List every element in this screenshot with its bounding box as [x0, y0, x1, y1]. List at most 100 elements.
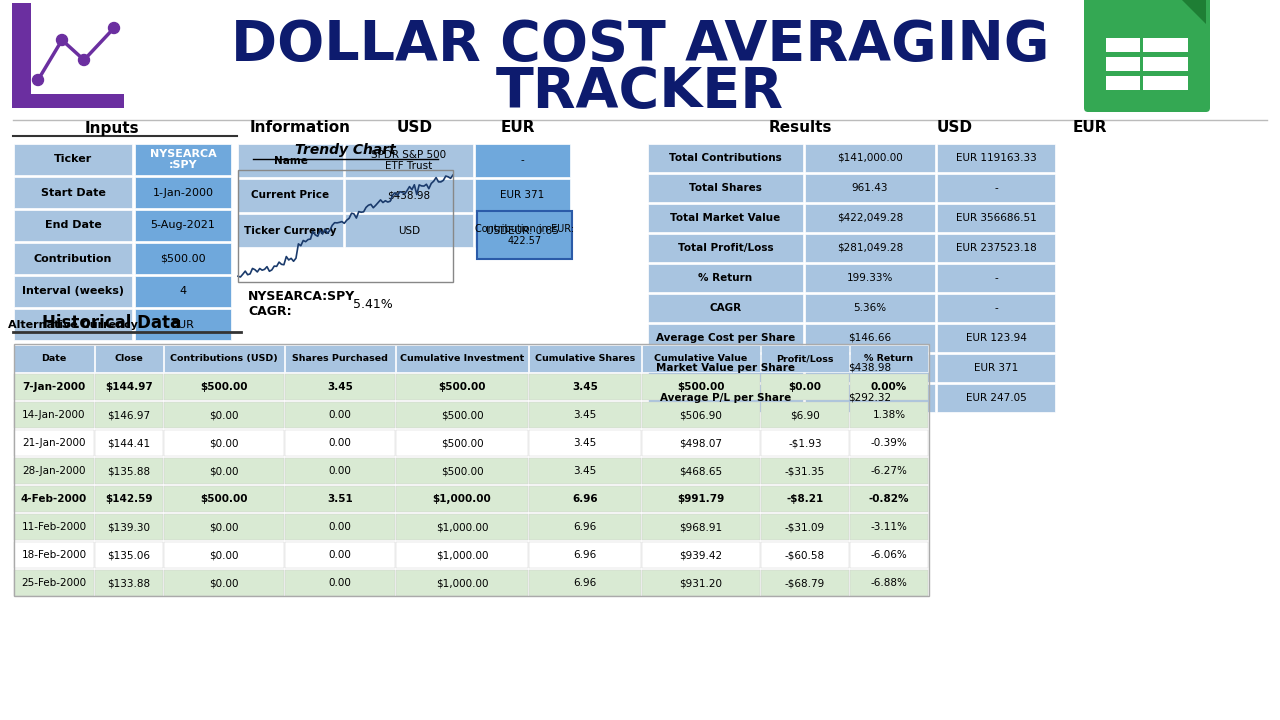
Text: EUR 356686.51: EUR 356686.51	[956, 213, 1037, 223]
FancyBboxPatch shape	[134, 144, 230, 175]
Text: -$31.35: -$31.35	[785, 466, 826, 476]
Text: Average Cost per Share: Average Cost per Share	[655, 333, 795, 343]
Text: $506.90: $506.90	[680, 410, 722, 420]
Text: $500.00: $500.00	[440, 410, 484, 420]
Text: 0.00: 0.00	[329, 550, 352, 560]
FancyBboxPatch shape	[850, 514, 928, 540]
FancyBboxPatch shape	[396, 514, 529, 540]
FancyBboxPatch shape	[937, 354, 1055, 382]
FancyBboxPatch shape	[850, 542, 928, 568]
FancyBboxPatch shape	[95, 345, 163, 372]
Text: 1.38%: 1.38%	[873, 410, 905, 420]
FancyBboxPatch shape	[850, 402, 928, 428]
FancyBboxPatch shape	[937, 174, 1055, 202]
Text: $144.97: $144.97	[105, 382, 152, 392]
FancyBboxPatch shape	[346, 179, 474, 212]
Text: $500.00: $500.00	[677, 382, 724, 392]
Circle shape	[78, 55, 90, 66]
Text: 28-Jan-2000: 28-Jan-2000	[22, 466, 86, 476]
Text: Interval (weeks): Interval (weeks)	[22, 287, 124, 297]
Text: $438.98: $438.98	[388, 191, 430, 200]
FancyBboxPatch shape	[164, 542, 284, 568]
Text: 961.43: 961.43	[851, 183, 888, 193]
FancyBboxPatch shape	[95, 570, 163, 596]
Text: EUR 247.05: EUR 247.05	[965, 393, 1027, 403]
Text: -: -	[995, 273, 998, 283]
FancyBboxPatch shape	[937, 204, 1055, 232]
FancyBboxPatch shape	[134, 243, 230, 274]
FancyBboxPatch shape	[285, 458, 396, 484]
FancyBboxPatch shape	[762, 458, 849, 484]
FancyBboxPatch shape	[762, 430, 849, 456]
FancyBboxPatch shape	[529, 542, 641, 568]
FancyBboxPatch shape	[643, 458, 760, 484]
FancyBboxPatch shape	[164, 514, 284, 540]
FancyBboxPatch shape	[643, 514, 760, 540]
Text: 6.96: 6.96	[573, 522, 596, 532]
FancyBboxPatch shape	[850, 345, 928, 372]
FancyBboxPatch shape	[14, 243, 132, 274]
FancyBboxPatch shape	[643, 430, 760, 456]
FancyBboxPatch shape	[475, 179, 570, 212]
FancyBboxPatch shape	[95, 486, 163, 512]
Text: $0.00: $0.00	[209, 410, 239, 420]
FancyBboxPatch shape	[648, 384, 803, 412]
FancyBboxPatch shape	[648, 234, 803, 262]
FancyBboxPatch shape	[762, 374, 849, 400]
Text: $422,049.28: $422,049.28	[837, 213, 904, 223]
Text: Contribution: Contribution	[33, 253, 113, 264]
Text: 3.45: 3.45	[573, 466, 596, 476]
Text: DOLLAR COST AVERAGING: DOLLAR COST AVERAGING	[230, 18, 1050, 72]
Text: $500.00: $500.00	[440, 438, 484, 448]
FancyBboxPatch shape	[396, 345, 529, 372]
Text: EUR 371: EUR 371	[974, 363, 1018, 373]
Text: EUR: EUR	[172, 320, 195, 330]
FancyBboxPatch shape	[475, 214, 570, 247]
Text: $0.00: $0.00	[209, 438, 239, 448]
FancyBboxPatch shape	[95, 374, 163, 400]
Text: Total Shares: Total Shares	[689, 183, 762, 193]
Text: -$1.93: -$1.93	[788, 438, 822, 448]
Text: -$60.58: -$60.58	[785, 550, 826, 560]
FancyBboxPatch shape	[850, 374, 928, 400]
Text: 199.33%: 199.33%	[847, 273, 893, 283]
FancyBboxPatch shape	[643, 486, 760, 512]
Text: 0.00%: 0.00%	[870, 382, 908, 392]
Text: -: -	[521, 156, 525, 166]
Text: Inputs: Inputs	[84, 120, 140, 135]
Text: $142.59: $142.59	[105, 494, 152, 504]
FancyBboxPatch shape	[285, 345, 396, 372]
FancyBboxPatch shape	[643, 345, 760, 372]
Circle shape	[109, 22, 119, 34]
FancyBboxPatch shape	[14, 210, 132, 241]
Text: CAGR: CAGR	[709, 303, 741, 313]
Text: Historical Data: Historical Data	[42, 314, 182, 332]
FancyBboxPatch shape	[805, 234, 934, 262]
Text: 7-Jan-2000: 7-Jan-2000	[22, 382, 86, 392]
FancyBboxPatch shape	[643, 542, 760, 568]
FancyBboxPatch shape	[285, 570, 396, 596]
FancyBboxPatch shape	[1140, 76, 1143, 90]
Text: $133.88: $133.88	[108, 578, 151, 588]
Text: 0.00: 0.00	[329, 578, 352, 588]
Text: 5.36%: 5.36%	[854, 303, 887, 313]
FancyBboxPatch shape	[648, 354, 803, 382]
Text: $991.79: $991.79	[677, 494, 724, 504]
Text: $498.07: $498.07	[680, 438, 722, 448]
Text: $500.00: $500.00	[160, 253, 206, 264]
FancyBboxPatch shape	[14, 374, 93, 400]
FancyBboxPatch shape	[164, 374, 284, 400]
FancyBboxPatch shape	[805, 354, 934, 382]
Text: $146.97: $146.97	[108, 410, 151, 420]
FancyBboxPatch shape	[285, 374, 396, 400]
Text: USD: USD	[937, 120, 973, 135]
FancyBboxPatch shape	[95, 514, 163, 540]
FancyBboxPatch shape	[762, 345, 849, 372]
Text: $139.30: $139.30	[108, 522, 151, 532]
FancyBboxPatch shape	[95, 458, 163, 484]
FancyBboxPatch shape	[643, 402, 760, 428]
Text: Trendy Chart: Trendy Chart	[296, 143, 396, 157]
Text: 0.00: 0.00	[329, 410, 352, 420]
Text: 0.00: 0.00	[329, 466, 352, 476]
Text: -$8.21: -$8.21	[786, 494, 823, 504]
